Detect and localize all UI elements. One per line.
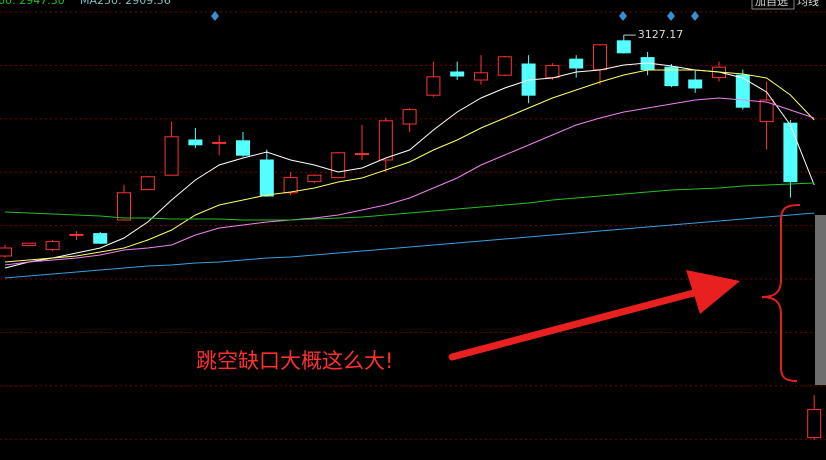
candle-body <box>140 176 155 191</box>
moving-average <box>4 69 815 263</box>
candle-body <box>259 159 274 197</box>
candle-body <box>545 65 560 79</box>
candle-body <box>236 140 250 156</box>
arrow-head <box>686 270 740 314</box>
candle-body <box>0 247 12 257</box>
candle-body <box>735 74 750 108</box>
plot: 3127.17 <box>0 28 822 440</box>
candle-body <box>426 76 441 96</box>
event-markers <box>211 11 699 21</box>
moving-average <box>4 62 815 269</box>
candle-body <box>164 136 179 176</box>
candle-body <box>783 122 798 183</box>
candle-body <box>450 71 465 77</box>
brace <box>761 204 801 382</box>
high-label: 3127.17 <box>638 28 684 41</box>
candle-body <box>593 44 607 71</box>
candle-body <box>759 99 774 123</box>
button-label[interactable]: 加自选 <box>755 0 788 8</box>
candle-body <box>307 174 322 183</box>
candle-body <box>497 56 512 76</box>
marker <box>211 11 219 21</box>
candle-body <box>212 141 227 144</box>
candle-body <box>664 66 679 87</box>
candle-body <box>283 177 298 194</box>
marker <box>667 11 675 21</box>
moving-average <box>4 182 815 221</box>
candle-body <box>688 79 703 89</box>
candle-body <box>188 139 203 146</box>
header-label: MA250: 2909.56 <box>80 0 171 7</box>
candle-body <box>93 233 108 244</box>
arrow <box>448 286 709 361</box>
button[interactable] <box>751 0 795 10</box>
candle-body <box>117 192 131 221</box>
header-label: 60: 2947.30 <box>0 0 65 7</box>
candle-body <box>69 233 84 236</box>
candle-body <box>616 40 631 54</box>
candle-body <box>402 109 417 125</box>
candle-body <box>569 58 584 69</box>
candle-body <box>474 72 488 81</box>
candle-body <box>378 120 393 161</box>
marker <box>619 11 627 21</box>
candle-body <box>807 409 822 439</box>
moving-average <box>4 97 815 266</box>
grid <box>0 11 826 440</box>
candle-body <box>21 242 36 247</box>
moving-average <box>4 212 815 279</box>
scrollbar <box>815 215 826 385</box>
marker <box>691 11 699 21</box>
annotation: 跳空缺口大概这么大! <box>196 349 393 373</box>
candle-body <box>331 152 346 179</box>
candle-body <box>45 241 60 251</box>
candle-body <box>355 153 369 156</box>
button-label[interactable]: 均线 <box>797 0 819 8</box>
